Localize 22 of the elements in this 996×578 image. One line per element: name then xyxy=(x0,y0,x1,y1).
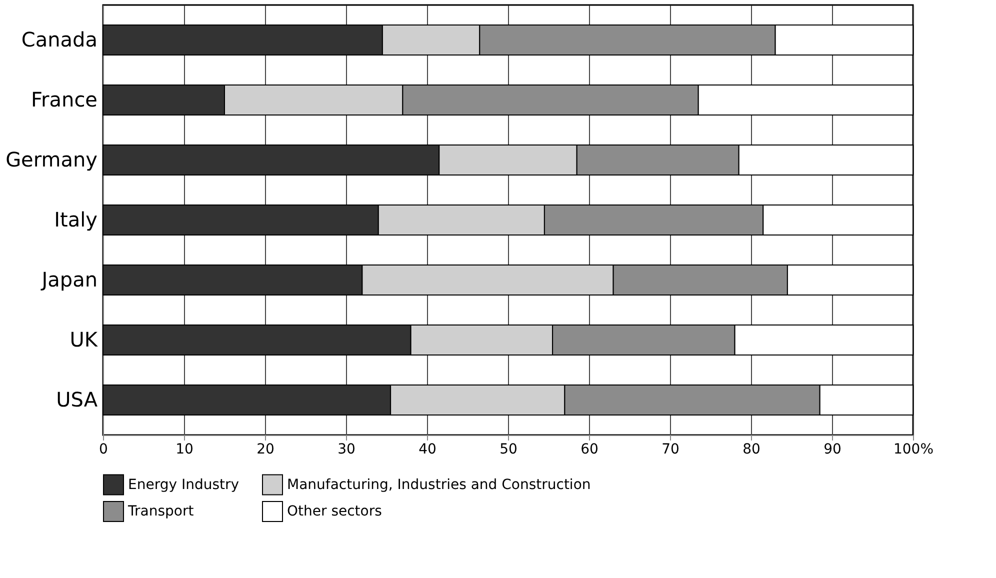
y-tick-label: Canada xyxy=(21,28,98,52)
x-tick-label: 70 xyxy=(662,442,680,458)
x-tick-label: 10 xyxy=(176,442,194,458)
legend-label: Energy Industry xyxy=(128,476,240,493)
legend-label: Other sectors xyxy=(287,504,382,520)
y-tick-label: Germany xyxy=(6,148,98,172)
x-tick-label: 40 xyxy=(418,442,436,458)
y-tick-label: Japan xyxy=(40,268,98,292)
x-tick-label: 30 xyxy=(338,442,356,458)
x-tick-label: 90 xyxy=(824,442,842,458)
x-tick-label: 0 xyxy=(99,442,108,458)
x-tick-label: 50 xyxy=(500,442,518,458)
x-tick-label: 80 xyxy=(742,442,760,458)
legend-label: Manufacturing, Industries and Construction xyxy=(287,476,591,493)
x-tick-label: 20 xyxy=(256,442,274,458)
y-tick-label: USA xyxy=(56,388,98,412)
y-tick-label: UK xyxy=(70,328,98,352)
y-tick-label: France xyxy=(30,88,98,112)
x-tick-label: 60 xyxy=(580,442,598,458)
y-tick-label: Italy xyxy=(54,208,98,232)
legend-label: Transport xyxy=(127,504,194,520)
x-tick-label: 100% xyxy=(893,442,934,458)
